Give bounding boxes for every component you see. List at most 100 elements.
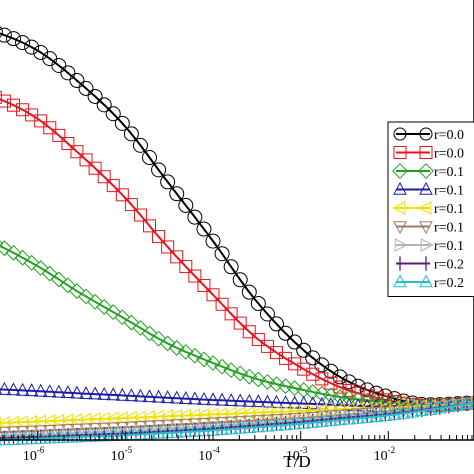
data-point <box>105 106 121 122</box>
data-point <box>15 382 30 396</box>
legend-entry: r=0.1 <box>393 181 464 199</box>
data-point <box>0 240 13 257</box>
data-point <box>6 431 21 445</box>
data-point <box>269 394 284 408</box>
data-point <box>169 409 183 423</box>
data-point <box>333 409 347 423</box>
data-point <box>215 392 229 406</box>
data-point <box>269 417 284 431</box>
data-point <box>197 423 211 437</box>
legend-marker <box>419 274 433 288</box>
data-point <box>305 403 319 418</box>
data-point <box>79 428 93 442</box>
data-point <box>124 388 139 402</box>
data-point <box>106 422 121 436</box>
data-point <box>88 423 102 437</box>
data-point <box>0 27 12 43</box>
data-point <box>0 432 12 446</box>
data-point <box>150 330 167 347</box>
data-point <box>342 383 356 397</box>
data-point <box>460 396 474 410</box>
data-point <box>233 393 248 407</box>
data-point <box>87 88 103 104</box>
data-point <box>151 420 166 434</box>
data-point <box>96 411 110 426</box>
data-point <box>151 425 166 439</box>
data-point <box>259 374 276 390</box>
data-point <box>97 428 112 442</box>
data-point <box>24 39 40 55</box>
data-point <box>324 376 338 390</box>
legend-label: r=0.1 <box>434 202 464 217</box>
data-point <box>0 415 10 430</box>
legend-label: r=0.1 <box>434 184 464 199</box>
data-point <box>260 418 275 432</box>
data-point <box>151 162 167 178</box>
data-point <box>469 398 474 408</box>
data-point <box>378 408 393 422</box>
data-point <box>178 408 192 423</box>
data-point <box>287 416 302 430</box>
data-point <box>351 410 365 424</box>
legend-marker <box>392 201 406 215</box>
legend-entry: r=0.1 <box>392 201 464 217</box>
data-point <box>114 115 130 131</box>
legend-marker <box>418 201 432 215</box>
data-point <box>333 412 347 426</box>
data-point <box>260 394 275 408</box>
data-point <box>24 425 39 439</box>
data-point <box>69 283 85 299</box>
data-point <box>70 145 84 159</box>
data-point <box>5 31 21 47</box>
data-point <box>141 410 155 424</box>
data-point <box>124 421 139 435</box>
data-point <box>242 393 257 407</box>
data-point <box>187 408 201 423</box>
data-point <box>186 347 203 364</box>
data-point <box>287 334 303 350</box>
data-point <box>315 372 329 386</box>
legend-label: r=0.0 <box>434 147 464 162</box>
data-point <box>33 383 48 397</box>
data-point <box>169 186 185 202</box>
data-point <box>178 391 193 404</box>
data-point <box>6 98 20 112</box>
data-point <box>187 209 203 225</box>
data-point <box>323 363 339 379</box>
legend-marker <box>419 146 433 159</box>
data-point <box>60 413 74 428</box>
data-point <box>79 386 93 399</box>
data-point <box>152 230 166 244</box>
data-point <box>61 136 75 150</box>
legend-marker <box>419 127 433 141</box>
data-point <box>251 332 265 346</box>
data-point <box>215 297 229 311</box>
data-point <box>6 426 21 440</box>
data-point <box>78 288 94 305</box>
data-point <box>133 388 148 402</box>
data-point <box>306 367 320 381</box>
data-point <box>97 422 112 436</box>
data-point <box>52 128 66 142</box>
data-point <box>205 355 221 371</box>
data-point <box>188 269 202 283</box>
data-point <box>197 278 211 292</box>
data-point <box>96 299 113 315</box>
data-point <box>160 174 176 190</box>
data-point <box>87 412 101 426</box>
data-point <box>24 431 39 445</box>
data-point <box>296 415 311 429</box>
data-point <box>142 420 157 434</box>
data-point <box>60 65 76 81</box>
data-point <box>123 126 139 142</box>
data-point <box>41 265 58 282</box>
data-point <box>178 424 193 438</box>
data-point <box>133 421 148 435</box>
data-point <box>6 382 21 396</box>
data-point <box>61 429 75 443</box>
legend-entry: r=0.2 <box>393 274 464 291</box>
data-point <box>115 422 130 436</box>
data-point <box>0 94 11 108</box>
data-point <box>123 314 140 331</box>
data-point <box>114 411 128 425</box>
